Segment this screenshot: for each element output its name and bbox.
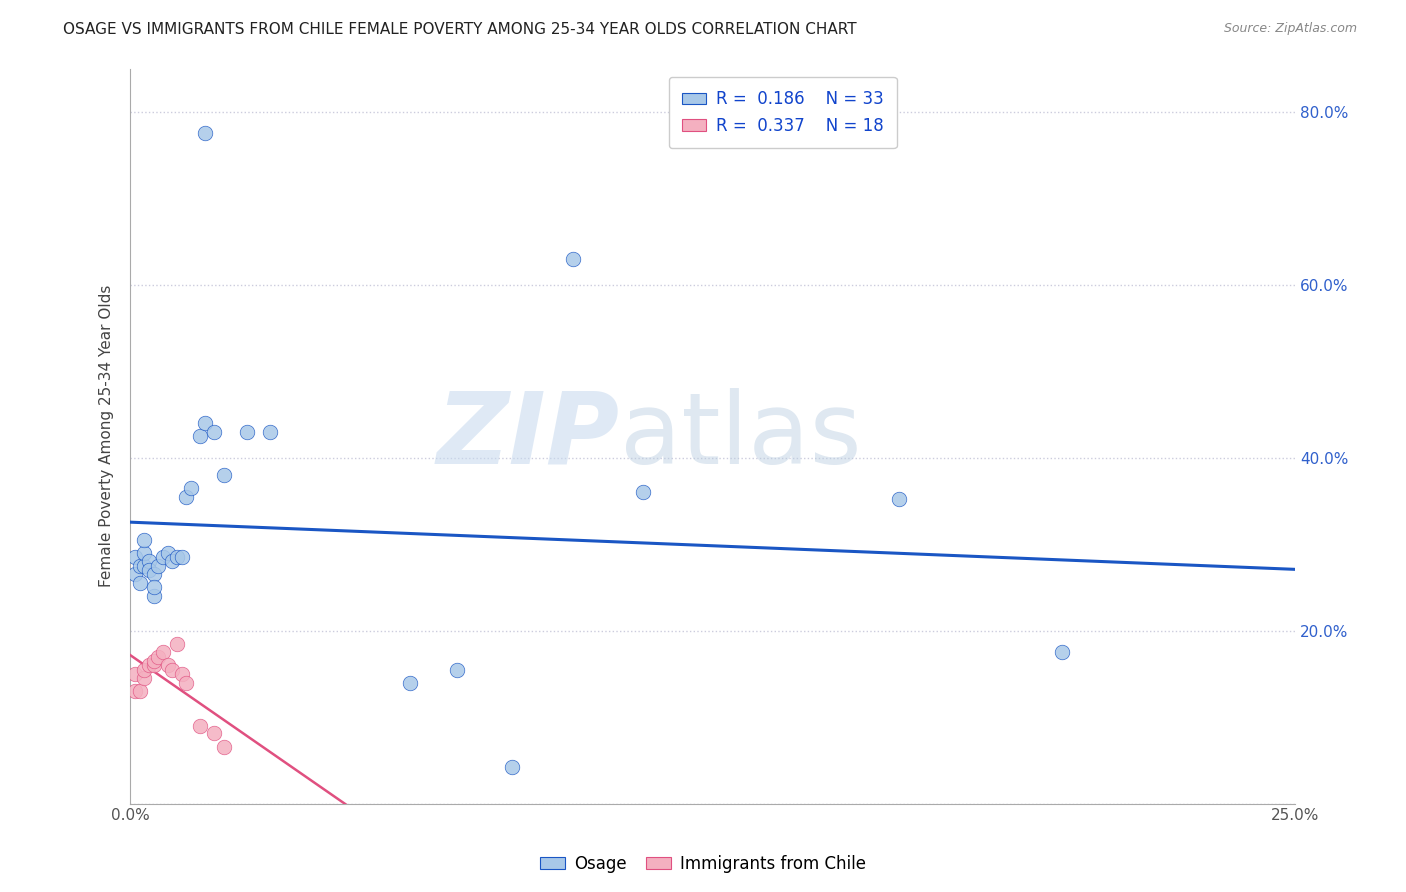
Point bbox=[124, 684, 146, 698]
Point bbox=[128, 576, 150, 591]
Point bbox=[156, 658, 179, 673]
Legend: Osage, Immigrants from Chile: Osage, Immigrants from Chile bbox=[534, 848, 872, 880]
Point bbox=[142, 654, 165, 668]
Point bbox=[174, 490, 197, 504]
Point bbox=[128, 558, 150, 573]
Point bbox=[156, 546, 179, 560]
Point bbox=[562, 252, 585, 266]
Point bbox=[134, 663, 156, 677]
Point bbox=[134, 533, 156, 547]
Point bbox=[142, 658, 165, 673]
Point bbox=[194, 127, 217, 141]
Point bbox=[124, 550, 146, 565]
Point bbox=[138, 658, 160, 673]
Point bbox=[152, 550, 174, 565]
Point bbox=[631, 485, 654, 500]
Point bbox=[148, 649, 170, 664]
Point bbox=[188, 719, 211, 733]
Point bbox=[134, 558, 156, 573]
Point bbox=[188, 429, 211, 443]
Point bbox=[128, 684, 150, 698]
Point bbox=[142, 567, 165, 582]
Point bbox=[162, 554, 184, 568]
Point bbox=[170, 666, 193, 681]
Point bbox=[180, 481, 202, 495]
Point bbox=[152, 645, 174, 659]
Point bbox=[259, 425, 281, 439]
Point bbox=[202, 425, 225, 439]
Point bbox=[194, 416, 217, 430]
Point bbox=[174, 675, 197, 690]
Point bbox=[124, 666, 146, 681]
Point bbox=[1052, 645, 1074, 659]
Point bbox=[889, 492, 911, 507]
Text: atlas: atlas bbox=[620, 387, 862, 484]
Point bbox=[170, 550, 193, 565]
Point bbox=[212, 740, 235, 755]
Y-axis label: Female Poverty Among 25-34 Year Olds: Female Poverty Among 25-34 Year Olds bbox=[100, 285, 114, 587]
Point bbox=[138, 554, 160, 568]
Text: OSAGE VS IMMIGRANTS FROM CHILE FEMALE POVERTY AMONG 25-34 YEAR OLDS CORRELATION : OSAGE VS IMMIGRANTS FROM CHILE FEMALE PO… bbox=[63, 22, 856, 37]
Point bbox=[134, 671, 156, 685]
Text: Source: ZipAtlas.com: Source: ZipAtlas.com bbox=[1223, 22, 1357, 36]
Point bbox=[148, 558, 170, 573]
Text: ZIP: ZIP bbox=[437, 387, 620, 484]
Point bbox=[166, 637, 188, 651]
Legend: R =  0.186    N = 33, R =  0.337    N = 18: R = 0.186 N = 33, R = 0.337 N = 18 bbox=[669, 77, 897, 148]
Point bbox=[124, 567, 146, 582]
Point bbox=[134, 546, 156, 560]
Point bbox=[399, 675, 422, 690]
Point bbox=[166, 550, 188, 565]
Point bbox=[142, 589, 165, 603]
Point bbox=[162, 663, 184, 677]
Point bbox=[212, 467, 235, 482]
Point bbox=[502, 760, 524, 774]
Point bbox=[202, 725, 225, 739]
Point bbox=[142, 581, 165, 595]
Point bbox=[446, 663, 468, 677]
Point bbox=[138, 563, 160, 577]
Point bbox=[236, 425, 259, 439]
